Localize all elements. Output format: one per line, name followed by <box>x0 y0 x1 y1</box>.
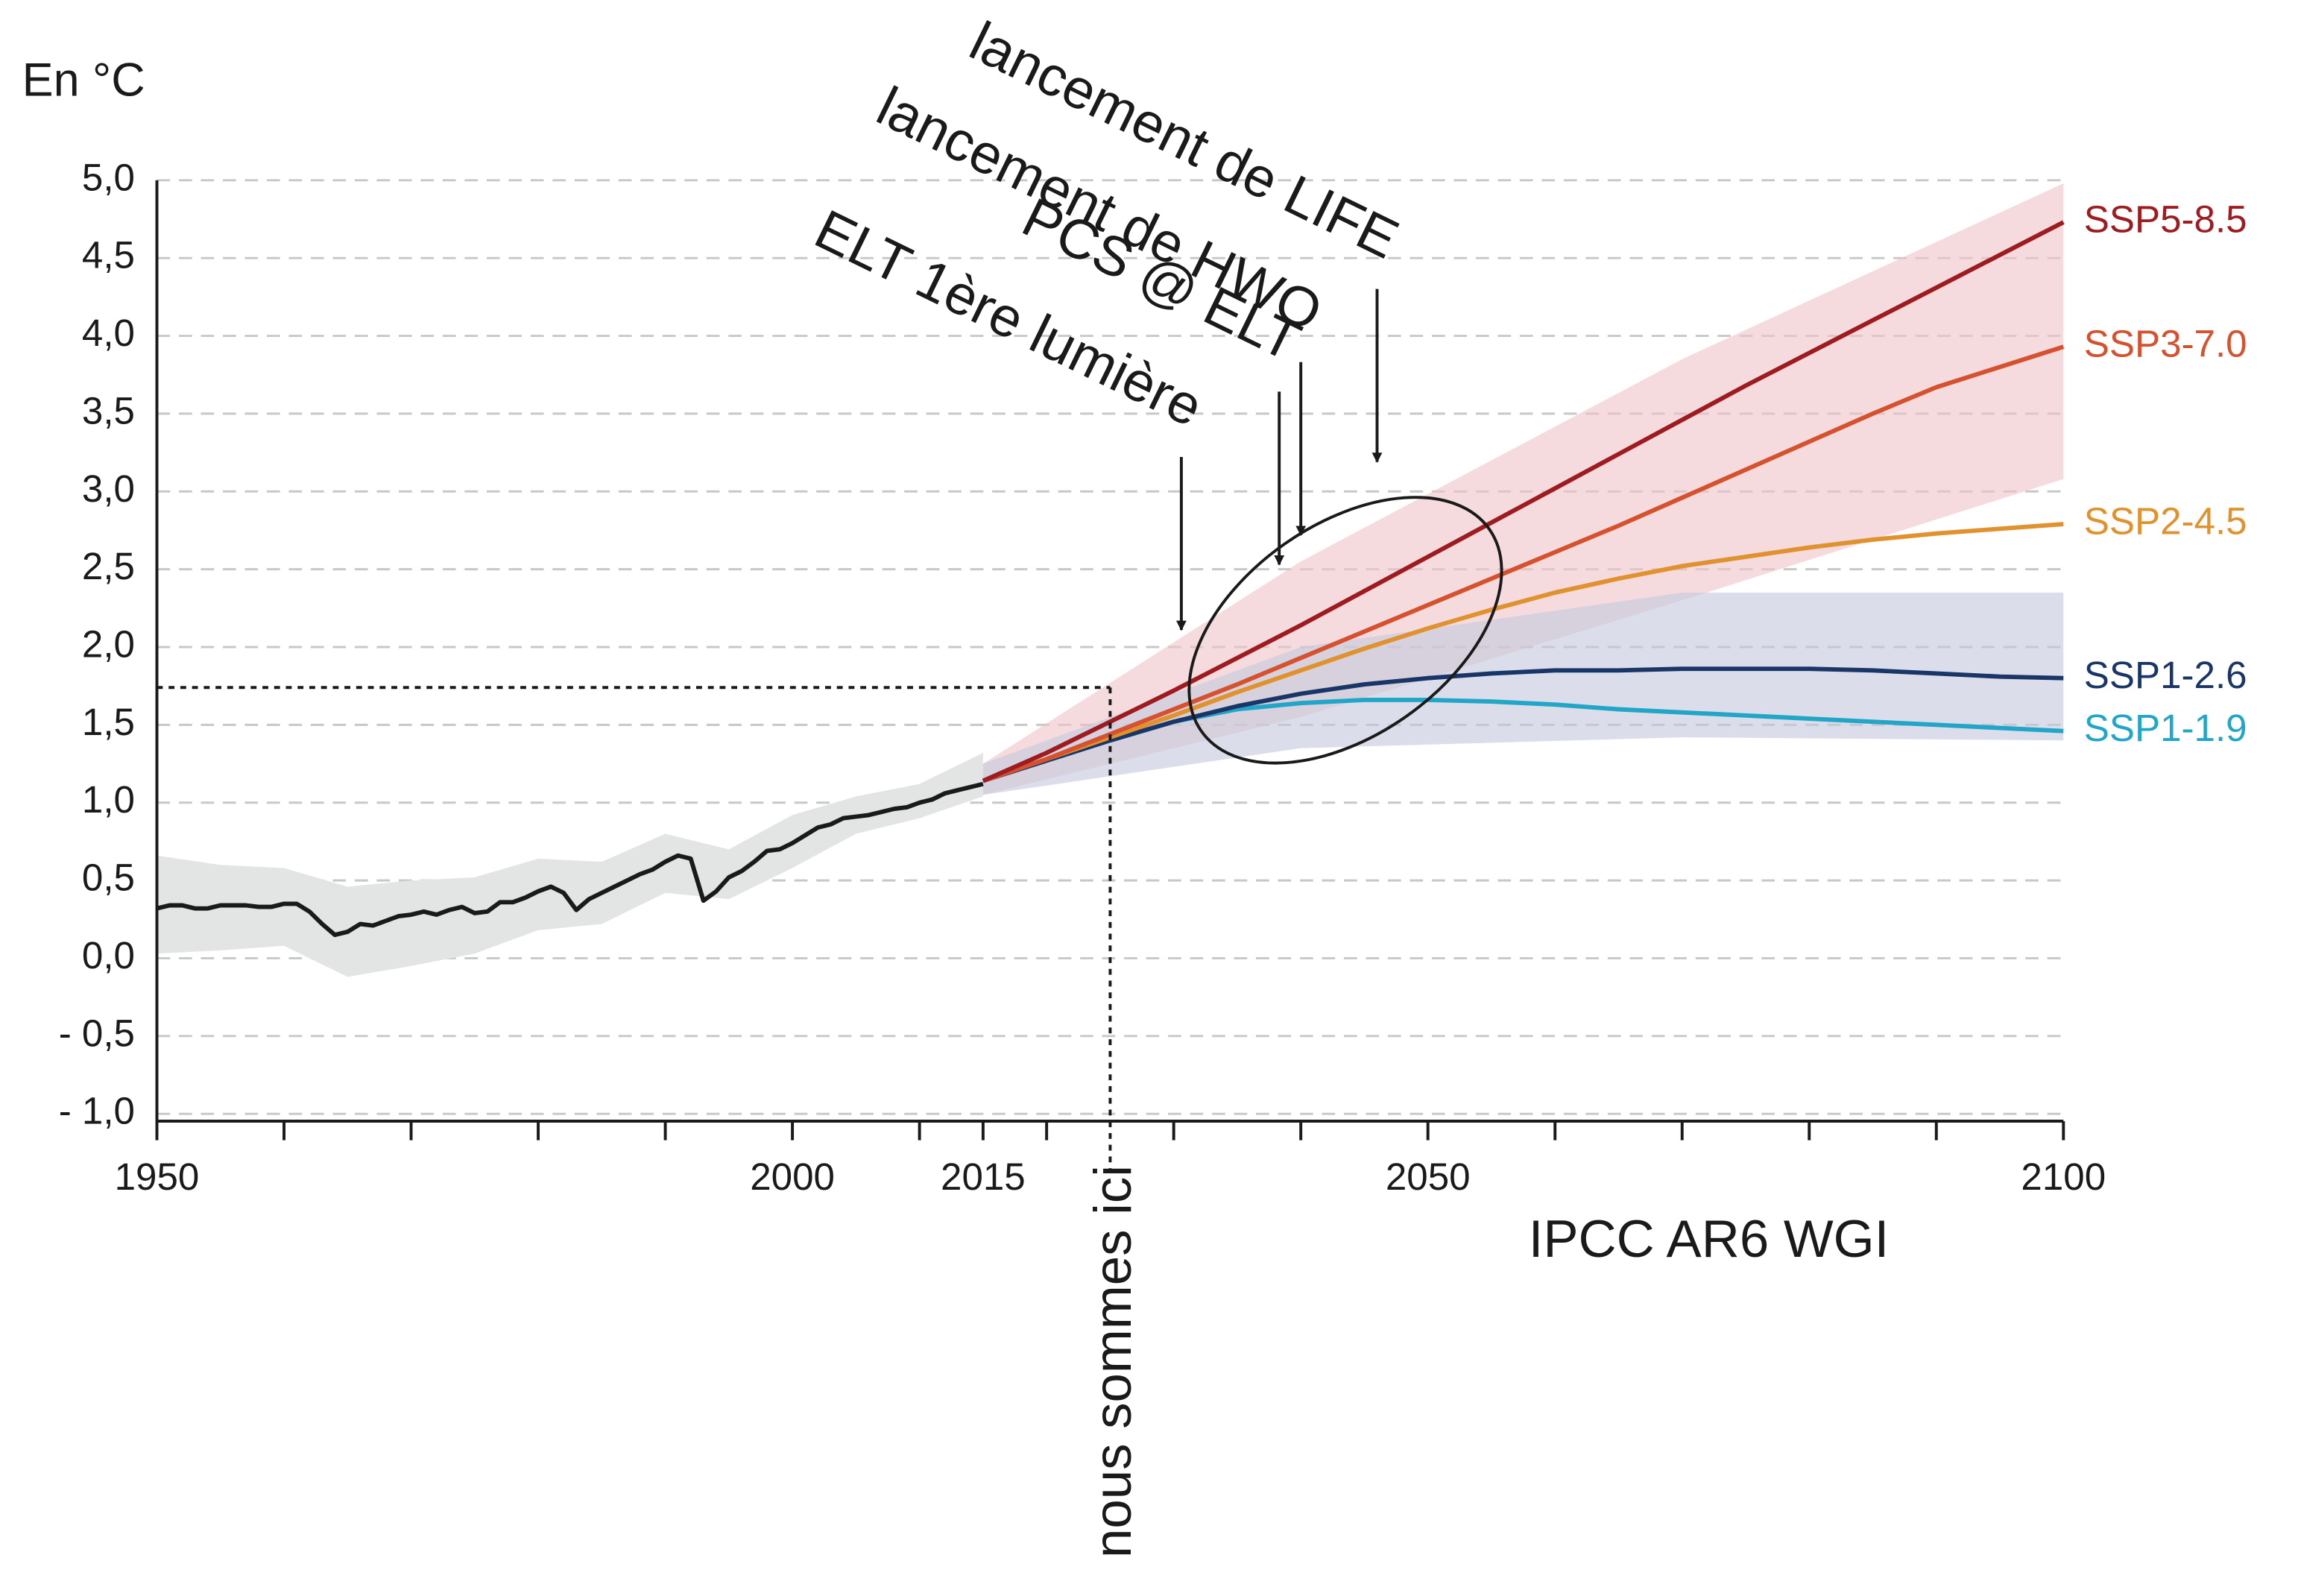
scenario-band <box>982 183 2064 795</box>
y-tick-label: - 1,0 <box>59 1090 135 1132</box>
y-tick-label: 0,5 <box>82 857 135 899</box>
series-label: SSP3-7.0 <box>2084 323 2247 365</box>
y-tick-label: 5,0 <box>82 156 135 198</box>
source-label: IPCC AR6 WGI <box>1529 1209 1890 1268</box>
bands <box>157 183 2064 977</box>
series-label: SSP5-8.5 <box>2084 198 2247 241</box>
scenario-line <box>982 344 2065 783</box>
y-tick-label: 2,5 <box>82 545 135 587</box>
series-label: SSP1-1.9 <box>2084 707 2247 749</box>
y-tick-label: 4,0 <box>82 312 135 354</box>
axes: 5,0 4,5 4,0 3,5 3,0 2,5 2,0 1,5 1,0 0,5 0,0 - 0,5 - … <box>59 156 2106 1198</box>
scenario-line <box>982 522 2064 783</box>
y-tick-label: 0,0 <box>82 934 135 977</box>
x-tick-label: 2050 <box>1386 1155 1471 1198</box>
series-label: SSP1-2.6 <box>2084 654 2247 696</box>
scenario-line <box>982 220 2065 783</box>
scenario-line <box>982 666 2064 783</box>
marker-label: nous sommes ici <box>1083 1165 1142 1558</box>
y-axis-label: En °C <box>22 54 145 107</box>
lines: SSP1-1.9 SSP1-2.6 SSP2-4.5 SSP3-7.0 SSP5-8.5 <box>156 198 2247 938</box>
historical-line <box>156 781 984 938</box>
x-tick-label: 2000 <box>750 1155 835 1198</box>
y-tick-label: - 0,5 <box>59 1012 135 1054</box>
scenario-band <box>982 592 2064 795</box>
y-tick-label: 3,5 <box>82 389 135 432</box>
highlight-ellipse <box>1187 496 1503 765</box>
y-tick-label: 4,5 <box>82 234 135 277</box>
x-tick-label: 1950 <box>115 1155 200 1198</box>
y-tick-label: 3,0 <box>82 467 135 510</box>
y-tick-label: 1,0 <box>82 778 135 821</box>
x-tick-label: 2015 <box>941 1155 1026 1198</box>
series-label: SSP2-4.5 <box>2084 500 2247 543</box>
historical-band <box>157 752 983 977</box>
y-tick-label: 2,0 <box>82 622 135 665</box>
x-tick-label: 2100 <box>2021 1155 2106 1198</box>
y-tick-label: 1,5 <box>82 701 135 743</box>
